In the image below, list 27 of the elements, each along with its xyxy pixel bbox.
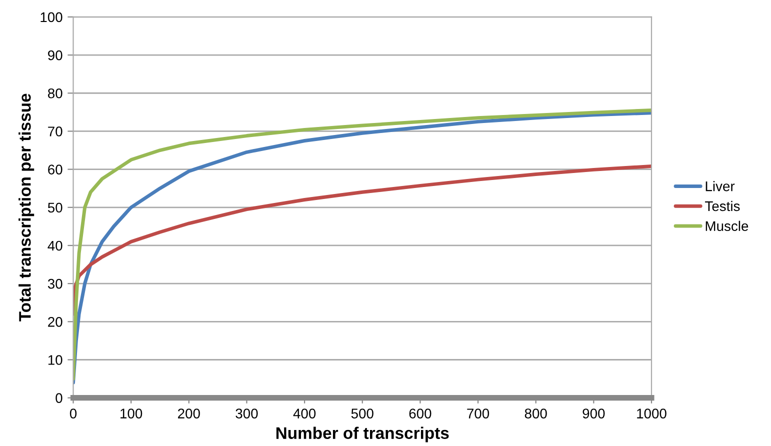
legend-label: Testis [705, 200, 740, 212]
y-tick-label: 20 [48, 316, 62, 327]
legend-label: Liver [706, 181, 735, 192]
y-axis-title: Total transcription per tissue [18, 94, 34, 322]
y-tick-label: 40 [48, 240, 62, 251]
y-tick-label: 60 [48, 164, 62, 174]
x-tick-label: 200 [178, 408, 200, 418]
y-tick-label: 70 [48, 126, 62, 136]
y-tick-label: 80 [48, 88, 62, 98]
x-tick-label: 600 [409, 408, 432, 418]
y-tick-label: 30 [48, 278, 62, 289]
x-tick-label: 800 [524, 408, 547, 418]
x-tick-label: 900 [582, 408, 605, 418]
x-tick-label: 500 [351, 408, 374, 418]
y-tick-label: 50 [48, 202, 62, 213]
y-tick-label: 100 [40, 12, 62, 22]
y-tick-label: 0 [56, 393, 62, 403]
x-tick-label: 100 [120, 408, 142, 418]
x-tick-label: 300 [236, 408, 258, 418]
x-axis-title: Number of transcripts [276, 426, 449, 442]
x-tick-label: 1000 [637, 408, 666, 418]
y-tick-label: 10 [48, 355, 62, 365]
x-tick-label: 0 [70, 408, 77, 418]
y-tick-label: 90 [48, 50, 62, 60]
x-tick-label: 700 [467, 408, 490, 418]
x-tick-label: 400 [293, 408, 316, 418]
legend-label: Muscle [706, 220, 748, 232]
